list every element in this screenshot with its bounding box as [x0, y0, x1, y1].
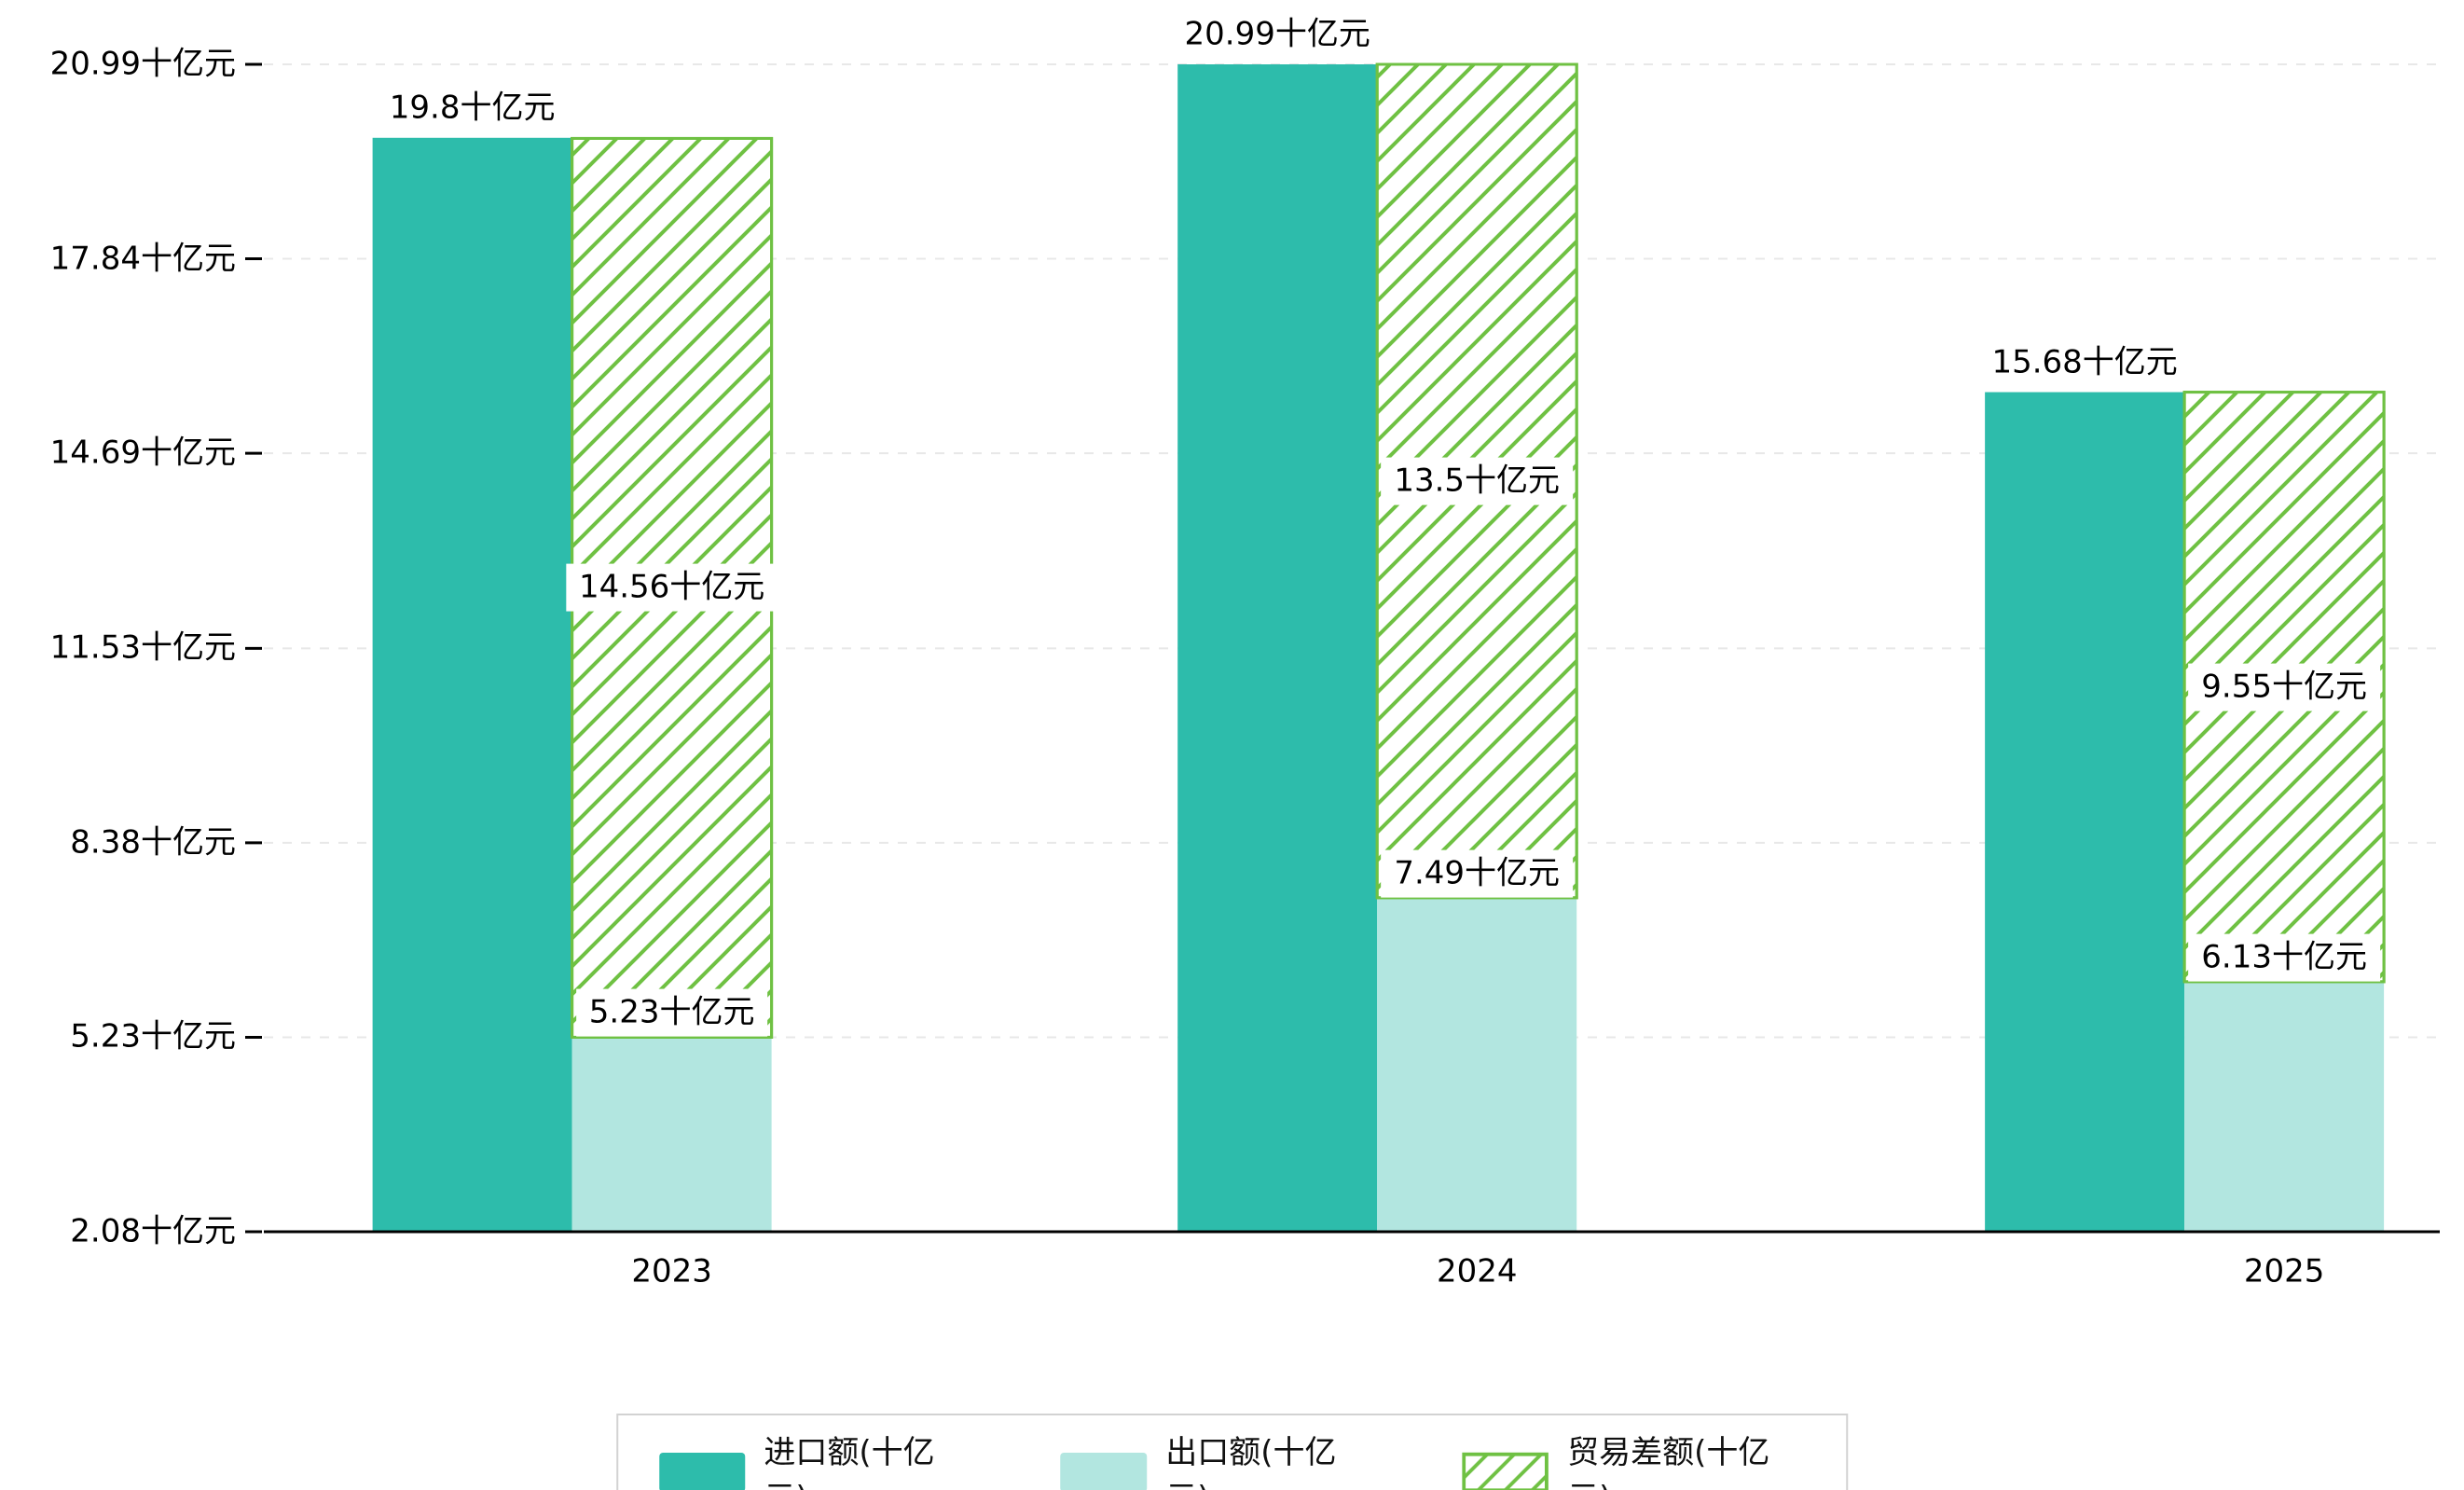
bar-import-2024 — [1177, 64, 1378, 1232]
legend-item-balance[interactable]: 贸易差额(十亿元) — [1462, 1427, 1806, 1490]
legend-item-export[interactable]: 出口额(十亿元) — [1060, 1427, 1373, 1490]
bar-export-2023 — [571, 1037, 772, 1232]
legend: 进口额(十亿元) 出口额(十亿元) 贸易差额(十亿元) — [615, 1414, 1849, 1490]
legend-label-import: 进口额(十亿元) — [764, 1434, 935, 1490]
bar-balance-hatch-2025 — [2182, 391, 2386, 984]
legend-item-import[interactable]: 进口额(十亿元) — [658, 1427, 971, 1490]
bar-export-2025 — [2184, 981, 2385, 1232]
bar-export-2024 — [1377, 897, 1577, 1232]
bar-balance-hatch-2023 — [571, 136, 774, 1039]
export-swatch — [1060, 1453, 1148, 1490]
legend-label-export: 出口额(十亿元) — [1165, 1434, 1337, 1490]
legend-label-balance: 贸易差额(十亿元) — [1567, 1434, 1770, 1490]
import-swatch — [658, 1453, 746, 1490]
balance-swatch-hatch-icon — [1462, 1452, 1549, 1490]
bar-import-2025 — [1985, 392, 2185, 1232]
bar-import-2023 — [372, 137, 572, 1232]
bar-balance-hatch-2024 — [1375, 62, 1578, 900]
